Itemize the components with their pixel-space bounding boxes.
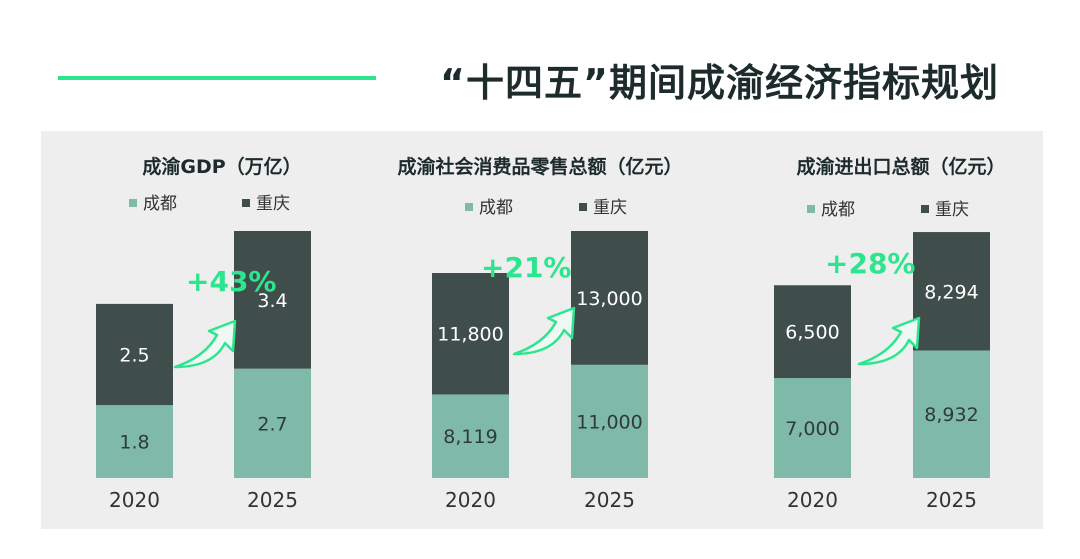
x-tick-label: 2020: [109, 488, 160, 512]
chart-title: 成渝社会消费品零售总额（亿元）: [397, 155, 682, 178]
chart-title: 成渝进出口总额（亿元）: [796, 155, 1005, 178]
legend-swatch: [807, 205, 815, 213]
legend-swatch: [465, 203, 473, 211]
x-tick-label: 2025: [584, 488, 635, 512]
data-label: 6,500: [785, 322, 839, 344]
data-label: 11,000: [576, 411, 642, 433]
bar-segment: [432, 394, 509, 478]
x-tick-label: 2025: [926, 488, 977, 512]
bar-segment: [571, 231, 648, 365]
bar-segment: [96, 303, 173, 406]
growth-label: +28%: [825, 247, 915, 280]
legend-label: 成都: [479, 198, 513, 218]
legend-swatch: [579, 203, 587, 211]
x-tick-label: 2020: [445, 488, 496, 512]
legend-label: 成都: [821, 200, 855, 220]
data-label: 2.7: [257, 413, 287, 435]
page-title: “十四五”期间成渝经济指标规划: [440, 61, 999, 105]
legend-label: 成都: [143, 194, 177, 214]
bar-segment: [571, 364, 648, 478]
data-label: 8,932: [924, 404, 978, 426]
data-label: 7,000: [785, 418, 839, 440]
bar-segment: [913, 350, 990, 478]
growth-label: +21%: [481, 251, 571, 284]
bar-segment: [96, 405, 173, 478]
data-label: 11,800: [437, 324, 503, 346]
bar-segment: [774, 285, 851, 379]
legend-swatch: [921, 205, 929, 213]
bar-segment: [432, 273, 509, 395]
bar-segment: [913, 232, 990, 351]
data-label: 13,000: [576, 288, 642, 310]
legend-label: 重庆: [256, 194, 290, 214]
data-label: 2.5: [119, 345, 149, 367]
title-accent-line: [58, 76, 376, 80]
chart-title: 成渝GDP（万亿）: [142, 155, 301, 178]
charts-svg: 成渝GDP（万亿） 成都 重庆 1.8 2.5 2020 2.7 3.4 2025 +43% 成渝社…: [96, 155, 1006, 512]
bar-segment: [234, 368, 311, 478]
data-label: 8,119: [443, 426, 497, 448]
legend-label: 重庆: [935, 200, 969, 220]
growth-label: +43%: [186, 265, 276, 298]
bar-segment: [774, 378, 851, 478]
data-label: 8,294: [924, 281, 978, 303]
x-tick-label: 2025: [247, 488, 298, 512]
x-tick-label: 2020: [787, 488, 838, 512]
growth-arrow-icon: [173, 319, 237, 369]
data-label: 3.4: [257, 290, 287, 312]
charts-panel: 成渝GDP（万亿） 成都 重庆 1.8 2.5 2020 2.7 3.4 2025 +43% 成渝社…: [41, 131, 1043, 529]
legend-swatch: [129, 199, 137, 207]
bar-segment: [234, 231, 311, 369]
legend-swatch: [242, 199, 250, 207]
growth-arrow-icon: [857, 316, 921, 366]
data-label: 1.8: [119, 432, 149, 454]
growth-arrow-icon: [512, 306, 576, 356]
legend-label: 重庆: [593, 198, 627, 218]
